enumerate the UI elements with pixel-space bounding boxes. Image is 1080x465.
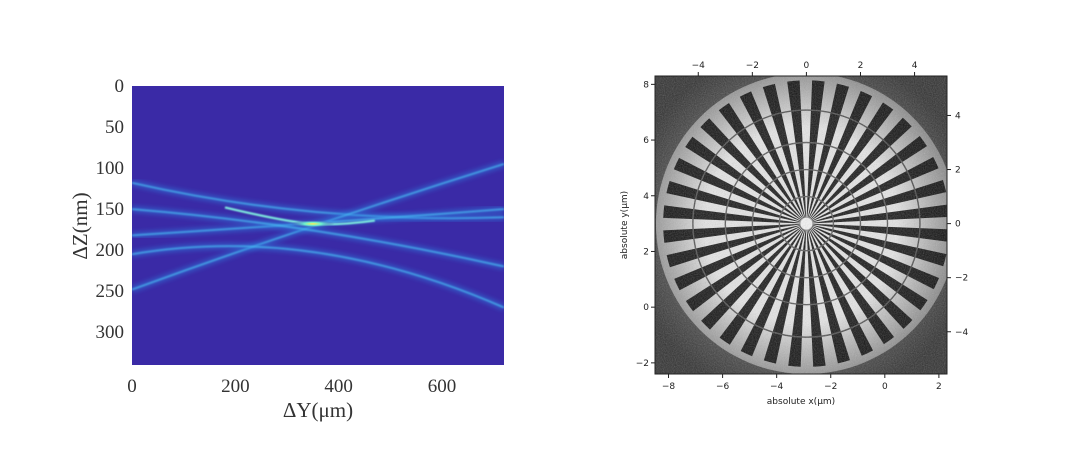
x-axis-label: absolute x(μm): [767, 397, 835, 407]
image-noise: [655, 76, 947, 374]
right-tick-label: −4: [955, 328, 969, 338]
y-tick-label: −2: [636, 359, 649, 369]
y-tick-label: 4: [643, 192, 649, 202]
x-tick-label: −2: [824, 382, 837, 392]
top-tick-label: 2: [858, 61, 864, 71]
x-tick-label: 400: [324, 376, 353, 397]
x-tick-label: 200: [221, 376, 250, 397]
right-tick-label: 4: [955, 111, 961, 121]
x-tick-label: 0: [882, 382, 888, 392]
image-frame: [654, 75, 948, 375]
x-tick-label: −4: [770, 382, 784, 392]
siemens-star-image: −8 −6 −4 −2 0 2 −2 0 2 4 6 8 −4 −2 0 2 4 4 2 0 −2 −4 absolute…: [620, 61, 969, 407]
y-tick-label: 2: [643, 247, 649, 257]
y-tick-label: 8: [643, 80, 649, 90]
x-tick-label: 2: [936, 382, 942, 392]
y-tick-label: 6: [643, 136, 649, 146]
y-tick-label: 0: [643, 303, 649, 313]
y-axis-label: ΔZ(nm): [68, 192, 92, 259]
x-tick-label: −8: [662, 382, 676, 392]
x-axis-label: ΔY(μm): [283, 398, 353, 422]
top-tick-label: 4: [912, 61, 918, 71]
x-tick-label: −6: [716, 382, 730, 392]
beam-focus: [224, 206, 375, 228]
beam-trace: [132, 205, 504, 270]
y-tick-label: 300: [96, 322, 125, 343]
right-tick-label: −2: [955, 274, 968, 284]
y-tick-label: 200: [96, 240, 125, 261]
y-tick-label: 50: [105, 117, 124, 138]
beam-trace: [132, 242, 504, 311]
y-tick-label: 250: [96, 281, 125, 302]
top-tick-label: −2: [746, 61, 759, 71]
top-tick-label: 0: [804, 61, 810, 71]
right-tick-label: 2: [955, 166, 961, 176]
x-tick-label: 0: [127, 376, 137, 397]
top-tick-label: −4: [692, 61, 706, 71]
x-tick-label: 600: [428, 376, 457, 397]
y-axis-label: absolute y(μm): [620, 191, 630, 259]
y-tick-label: 150: [96, 199, 125, 220]
beam-trace: [132, 179, 504, 222]
y-tick-label: 100: [96, 158, 125, 179]
right-tick-label: 0: [955, 220, 961, 230]
y-tick-label: 0: [115, 76, 125, 97]
beam-intensity-heatmap: 0 200 400 600 0 50 100 150 200 250 300 ΔY(μm) ΔZ(…: [68, 76, 504, 422]
